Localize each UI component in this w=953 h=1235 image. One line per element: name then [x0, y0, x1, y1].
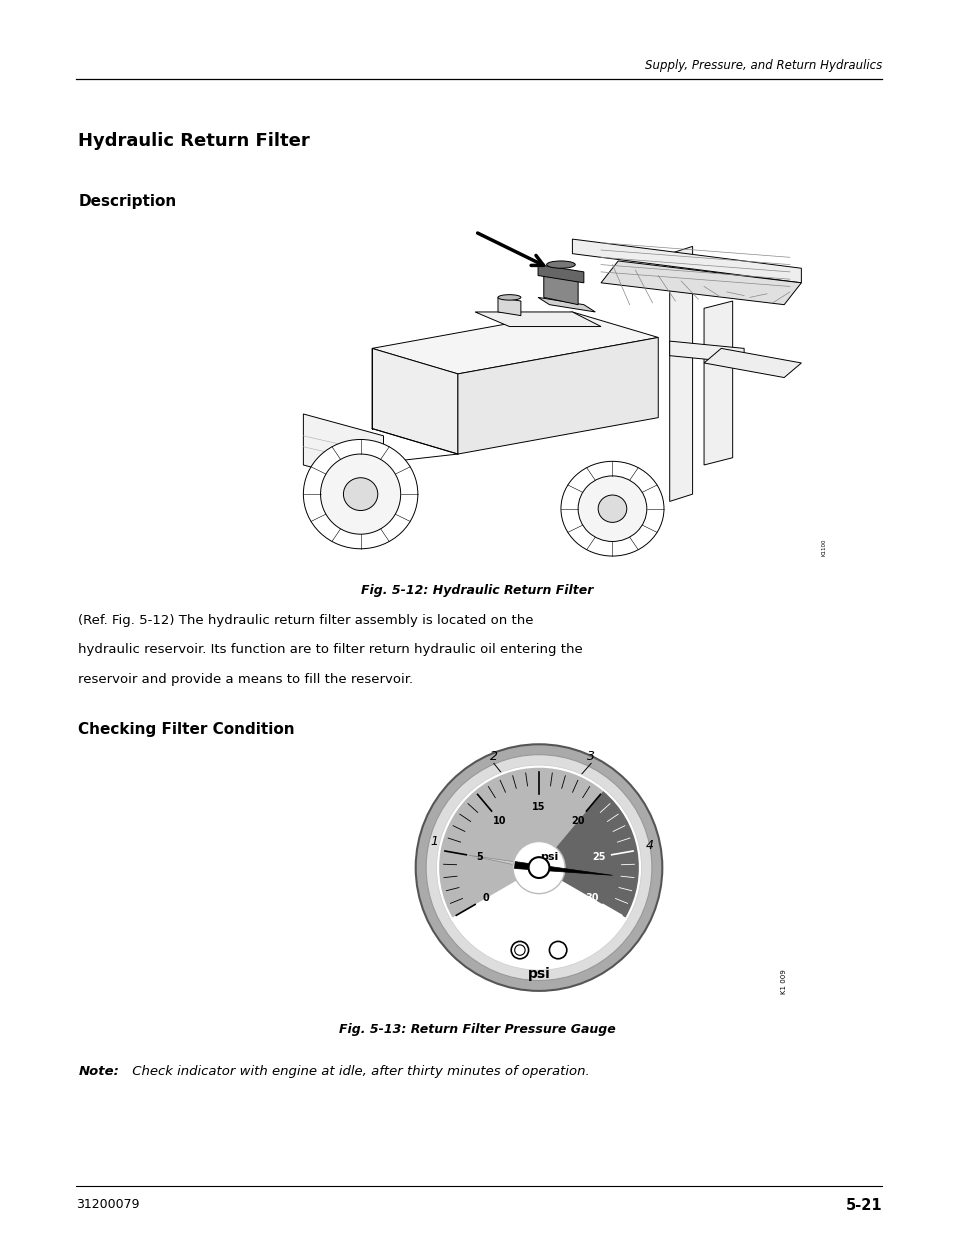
Circle shape [416, 745, 661, 990]
Ellipse shape [560, 462, 663, 556]
Polygon shape [543, 275, 578, 305]
Polygon shape [703, 301, 732, 464]
Polygon shape [537, 298, 595, 312]
Circle shape [528, 857, 549, 878]
Text: 5: 5 [476, 852, 482, 862]
Polygon shape [572, 240, 801, 283]
Polygon shape [475, 312, 600, 326]
Text: reservoir and provide a means to fill the reservoir.: reservoir and provide a means to fill th… [78, 673, 413, 687]
Text: psi: psi [527, 967, 550, 981]
Circle shape [513, 841, 564, 894]
Text: Description: Description [78, 194, 176, 209]
Text: 0: 0 [482, 893, 489, 903]
Text: 10: 10 [493, 816, 506, 826]
Polygon shape [372, 312, 658, 374]
Text: 30: 30 [584, 893, 598, 903]
Text: Fig. 5-13: Return Filter Pressure Gauge: Fig. 5-13: Return Filter Pressure Gauge [338, 1023, 615, 1036]
Text: psi: psi [539, 852, 558, 862]
Text: 5-21: 5-21 [845, 1198, 882, 1213]
Polygon shape [457, 337, 658, 454]
Text: Checking Filter Condition: Checking Filter Condition [78, 722, 294, 737]
Polygon shape [669, 246, 692, 501]
Polygon shape [514, 862, 612, 876]
Polygon shape [303, 414, 383, 487]
Ellipse shape [303, 440, 417, 548]
Polygon shape [537, 264, 583, 283]
Ellipse shape [578, 475, 646, 541]
Text: Hydraulic Return Filter: Hydraulic Return Filter [78, 132, 310, 151]
Text: Check indicator with engine at idle, after thirty minutes of operation.: Check indicator with engine at idle, aft… [128, 1065, 589, 1078]
Polygon shape [497, 298, 520, 316]
Text: 15: 15 [532, 802, 545, 811]
Text: (Ref. Fig. 5-12) The hydraulic return filter assembly is located on the: (Ref. Fig. 5-12) The hydraulic return fi… [78, 614, 533, 627]
Text: 4: 4 [645, 840, 654, 852]
Text: Supply, Pressure, and Return Hydraulics: Supply, Pressure, and Return Hydraulics [644, 58, 882, 72]
Polygon shape [372, 348, 457, 454]
Text: 25: 25 [592, 852, 605, 862]
Text: 20: 20 [571, 816, 584, 826]
Ellipse shape [497, 295, 520, 300]
Polygon shape [600, 261, 801, 305]
Text: 31200079: 31200079 [76, 1198, 140, 1212]
Ellipse shape [598, 495, 626, 522]
Ellipse shape [343, 478, 377, 510]
Text: hydraulic reservoir. Its function are to filter return hydraulic oil entering th: hydraulic reservoir. Its function are to… [78, 643, 582, 657]
Text: 1: 1 [431, 835, 438, 848]
Text: Fig. 5-12: Hydraulic Return Filter: Fig. 5-12: Hydraulic Return Filter [360, 584, 593, 598]
Text: Note:: Note: [78, 1065, 119, 1078]
Wedge shape [538, 792, 639, 918]
Text: K1 009: K1 009 [781, 969, 786, 994]
Text: 3: 3 [586, 750, 595, 763]
Polygon shape [669, 341, 743, 363]
Ellipse shape [320, 454, 400, 535]
Ellipse shape [546, 261, 575, 268]
Text: K1100: K1100 [821, 538, 826, 556]
Text: 2: 2 [489, 750, 497, 763]
Polygon shape [703, 348, 801, 378]
Wedge shape [438, 768, 602, 918]
Polygon shape [468, 855, 560, 874]
Circle shape [436, 766, 640, 969]
Circle shape [426, 755, 651, 981]
